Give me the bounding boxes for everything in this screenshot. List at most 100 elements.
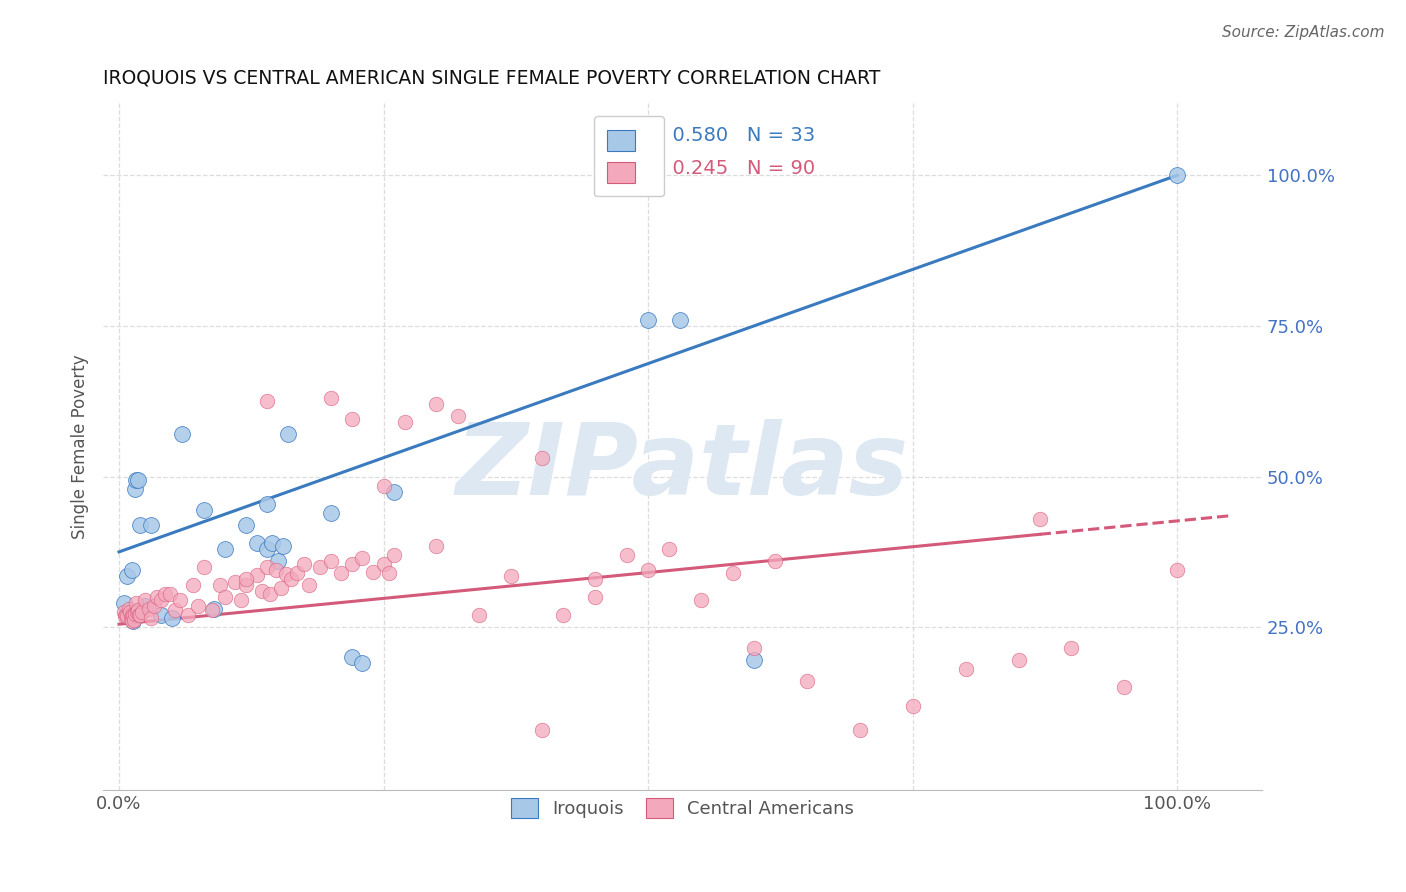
Point xyxy=(121,608,143,623)
Point xyxy=(153,587,176,601)
Point xyxy=(128,608,150,623)
Point xyxy=(160,611,183,625)
Point xyxy=(125,473,148,487)
Point xyxy=(669,313,692,327)
Point xyxy=(637,563,659,577)
Point xyxy=(118,608,141,623)
Point xyxy=(425,397,447,411)
Point xyxy=(340,412,363,426)
Text: Source: ZipAtlas.com: Source: ZipAtlas.com xyxy=(1222,25,1385,40)
Point xyxy=(134,599,156,614)
Point xyxy=(373,478,395,492)
Point xyxy=(235,578,257,592)
Point xyxy=(361,565,384,579)
Point xyxy=(117,569,139,583)
Point xyxy=(1028,512,1050,526)
Text: IROQUOIS VS CENTRAL AMERICAN SINGLE FEMALE POVERTY CORRELATION CHART: IROQUOIS VS CENTRAL AMERICAN SINGLE FEMA… xyxy=(103,69,880,87)
Point xyxy=(235,517,257,532)
Point xyxy=(193,502,215,516)
Point xyxy=(139,611,162,625)
Point xyxy=(1007,653,1029,667)
Point xyxy=(1060,641,1083,656)
Point xyxy=(208,578,231,592)
Point xyxy=(259,587,281,601)
Point xyxy=(378,566,401,580)
Point xyxy=(271,539,294,553)
Point xyxy=(127,603,149,617)
Point xyxy=(330,566,353,580)
Point xyxy=(181,578,204,592)
Point xyxy=(319,506,342,520)
Point xyxy=(901,698,924,713)
Point xyxy=(742,653,765,667)
Point xyxy=(150,608,173,623)
Point xyxy=(193,560,215,574)
Point xyxy=(319,391,342,405)
Point xyxy=(202,602,225,616)
Point xyxy=(446,409,468,424)
Point xyxy=(319,554,342,568)
Point xyxy=(127,473,149,487)
Point xyxy=(114,609,136,624)
Point xyxy=(117,602,139,616)
Point xyxy=(250,584,273,599)
Point xyxy=(394,415,416,429)
Point xyxy=(352,657,374,671)
Point xyxy=(1114,681,1136,695)
Point xyxy=(955,662,977,676)
Point xyxy=(280,572,302,586)
Point xyxy=(531,451,554,466)
Point xyxy=(112,605,135,619)
Text: ZIPatlas: ZIPatlas xyxy=(456,418,910,516)
Point xyxy=(796,674,818,689)
Point xyxy=(658,541,681,556)
Point xyxy=(169,593,191,607)
Point xyxy=(553,608,575,623)
Point xyxy=(214,541,236,556)
Point xyxy=(256,560,278,574)
Point xyxy=(763,554,786,568)
Point xyxy=(121,563,143,577)
Point xyxy=(583,572,606,586)
Point xyxy=(245,568,267,582)
Point xyxy=(134,593,156,607)
Point xyxy=(1166,563,1188,577)
Point xyxy=(159,587,181,601)
Point xyxy=(139,517,162,532)
Point xyxy=(124,607,146,621)
Point xyxy=(129,608,152,623)
Point xyxy=(531,723,554,737)
Point xyxy=(201,603,224,617)
Point xyxy=(122,613,145,627)
Point xyxy=(267,554,290,568)
Point xyxy=(256,394,278,409)
Point xyxy=(187,599,209,614)
Point xyxy=(583,590,606,604)
Point xyxy=(118,605,141,619)
Point xyxy=(121,609,143,624)
Point xyxy=(256,541,278,556)
Point xyxy=(340,557,363,571)
Point xyxy=(373,557,395,571)
Text: R = 0.580   N = 33: R = 0.580 N = 33 xyxy=(630,126,815,145)
Point xyxy=(616,548,638,562)
Point xyxy=(124,482,146,496)
Point xyxy=(277,427,299,442)
Point xyxy=(1166,168,1188,182)
Point xyxy=(721,566,744,580)
Point xyxy=(382,484,405,499)
Point xyxy=(138,602,160,616)
Point xyxy=(742,641,765,656)
Legend: Iroquois, Central Americans: Iroquois, Central Americans xyxy=(496,784,869,832)
Point xyxy=(637,313,659,327)
Point xyxy=(115,608,138,623)
Point xyxy=(382,548,405,562)
Point xyxy=(298,578,321,592)
Point xyxy=(125,605,148,619)
Point xyxy=(229,593,252,607)
Point xyxy=(112,596,135,610)
Point xyxy=(150,593,173,607)
Point xyxy=(425,539,447,553)
Point xyxy=(146,590,169,604)
Point xyxy=(340,650,363,665)
